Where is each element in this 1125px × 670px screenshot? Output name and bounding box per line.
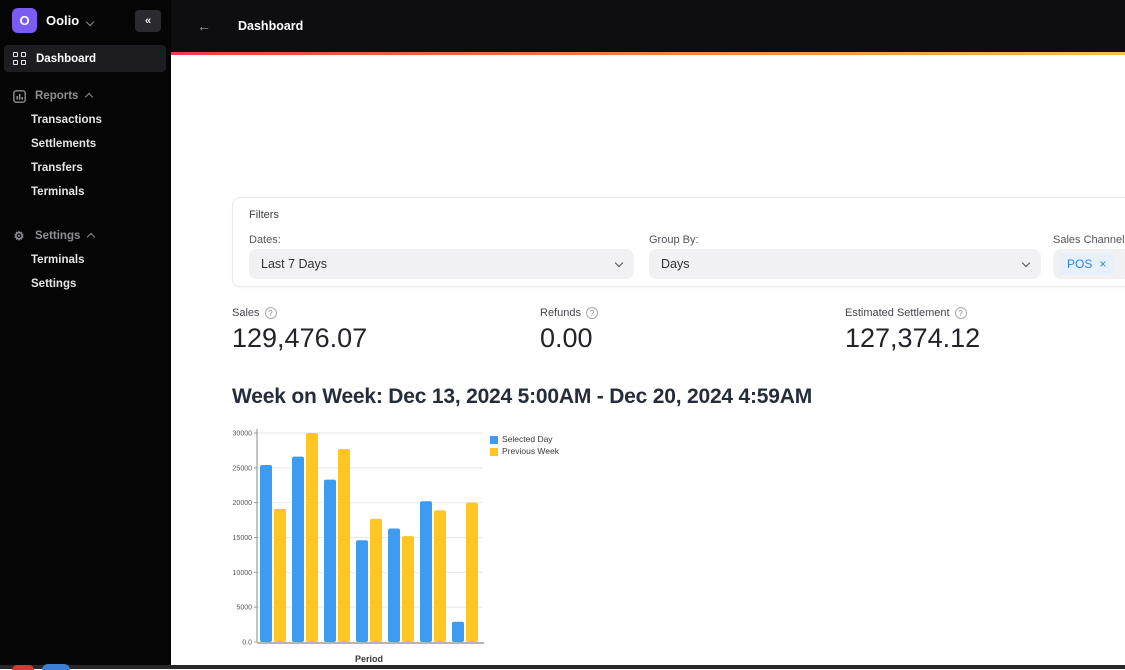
help-icon[interactable]: ? (585, 307, 598, 319)
sidebar-item-settlements[interactable]: Settlements (31, 138, 97, 150)
svg-text:0.0: 0.0 (242, 640, 252, 647)
dates-select-value: Last 7 Days (261, 257, 328, 271)
sales-channel-label: Sales Channel: (1053, 234, 1125, 246)
dates-label: Dates: (249, 234, 281, 246)
filters-panel: Filters Dates: Last 7 Days Group By: Day… (232, 197, 1125, 287)
stat-value: 127,374.12 (845, 323, 981, 353)
sales-channel-select[interactable]: POS × (1053, 249, 1125, 279)
sidebar-item-dashboard[interactable]: Dashboard (4, 45, 166, 72)
stat-value: 0.00 (540, 323, 593, 353)
stat-value: 129,476.07 (232, 323, 368, 353)
svg-text:25000: 25000 (233, 465, 253, 472)
sidebar-item-transfers[interactable]: Transfers (31, 162, 83, 174)
stat-label: Sales (232, 307, 260, 319)
taskbar-icon-red[interactable] (12, 665, 34, 670)
back-arrow-icon[interactable]: ← (197, 18, 211, 34)
svg-text:30000: 30000 (233, 431, 253, 438)
page-title: Dashboard (238, 19, 304, 33)
sales-channel-tag-pos: POS × (1059, 254, 1115, 274)
legend-swatch-blue (490, 435, 498, 444)
bottom-edge-bar (0, 665, 1125, 669)
help-icon[interactable]: ? (264, 307, 277, 319)
section-label: Reports (35, 90, 79, 102)
sidebar-section-reports[interactable]: Reports (0, 84, 171, 108)
sidebar-collapse-button[interactable]: « (135, 9, 161, 32)
reports-icon (12, 89, 26, 103)
chart-title: Week on Week: Dec 13, 2024 5:00AM - Dec … (232, 385, 813, 408)
sidebar-item-terminals[interactable]: Terminals (31, 186, 85, 198)
brand-name: Oolio (46, 13, 80, 28)
chevron-down-icon (1021, 258, 1031, 267)
group-by-select[interactable]: Days (649, 249, 1041, 279)
stat-refunds: Refunds ? 0.00 (540, 307, 598, 354)
gear-icon: ⚙ (13, 229, 25, 243)
top-bar: ← Dashboard (171, 0, 1125, 52)
brand-logo: O (12, 8, 37, 33)
main-content: Filters Dates: Last 7 Days Group By: Day… (171, 55, 1125, 665)
section-label: Settings (35, 230, 81, 242)
sidebar-item-transactions[interactable]: Transactions (31, 114, 102, 126)
help-icon[interactable]: ? (954, 307, 967, 319)
week-on-week-chart: 0.0 5000 10000 15000 20000 25000 30000 Selecte… (232, 428, 712, 665)
svg-text:5000: 5000 (236, 605, 252, 612)
svg-text:20000: 20000 (233, 500, 253, 507)
chevron-down-icon (614, 258, 624, 267)
chevron-up-icon (85, 90, 94, 103)
tag-label: POS (1067, 257, 1093, 271)
stat-label: Estimated Settlement (845, 307, 950, 319)
accent-gradient-divider (171, 52, 1125, 55)
chart-x-axis-label: Period (354, 654, 383, 664)
legend-item-selected-day[interactable]: Selected Day (490, 434, 559, 445)
legend-label: Previous Week (502, 446, 560, 456)
sidebar-item-settings-settings[interactable]: Settings (31, 278, 77, 290)
svg-text:10000: 10000 (233, 570, 253, 577)
bar-chart-canvas: 0.0 5000 10000 15000 20000 25000 30000 (233, 429, 484, 647)
filters-title: Filters (249, 209, 279, 221)
chevron-down-icon (85, 12, 95, 30)
group-by-label: Group By: (649, 234, 699, 246)
legend-swatch-yellow (490, 447, 498, 456)
brand-row[interactable]: O Oolio « (0, 0, 171, 33)
sidebar-item-label: Dashboard (36, 52, 97, 65)
svg-text:15000: 15000 (233, 535, 253, 542)
group-by-select-value: Days (661, 257, 690, 271)
sidebar-section-settings[interactable]: ⚙ Settings (0, 224, 171, 248)
stat-estimated-settlement: Estimated Settlement ? 127,374.12 (845, 307, 980, 354)
dates-select[interactable]: Last 7 Days (249, 249, 634, 279)
taskbar-icon-blue[interactable] (42, 664, 70, 670)
chart-legend: Selected Day Previous Week (490, 434, 559, 457)
stat-sales: Sales ? 129,476.07 (232, 307, 367, 354)
sidebar: O Oolio « Dashboard Reports Transactions… (0, 0, 171, 669)
legend-label: Selected Day (502, 434, 553, 444)
stat-label: Refunds (540, 307, 581, 319)
dashboard-grid-icon (13, 52, 26, 65)
remove-tag-icon[interactable]: × (1099, 257, 1107, 271)
legend-item-previous-week[interactable]: Previous Week (490, 446, 559, 457)
sidebar-item-settings-terminals[interactable]: Terminals (31, 254, 85, 266)
chevron-up-icon (87, 230, 96, 243)
